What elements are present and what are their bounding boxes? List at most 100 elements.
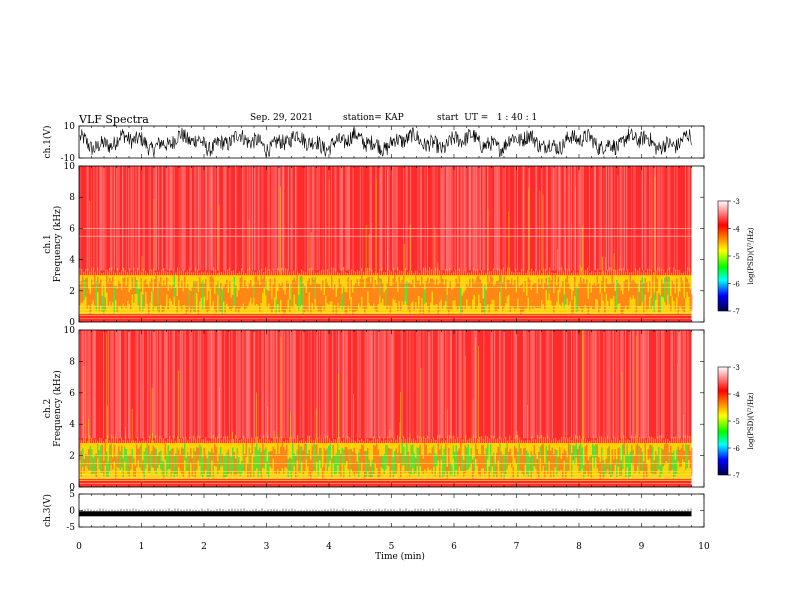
band-fringe [515, 268, 517, 276]
band-texture [535, 453, 537, 469]
band-texture [103, 285, 105, 315]
band-texture [431, 278, 433, 292]
spectrogram-streak [417, 330, 419, 439]
band-fringe [669, 440, 671, 443]
spectrogram-streak [490, 330, 492, 439]
band-texture [365, 278, 367, 310]
band-texture [403, 447, 405, 466]
spectrogram-streak [595, 330, 596, 439]
band-fringe [499, 268, 501, 276]
band-texture [79, 284, 81, 306]
band-fringe [189, 268, 191, 276]
band-fringe [97, 267, 99, 276]
spectrogram-streak [291, 330, 293, 439]
band-fringe [139, 271, 141, 276]
band-fringe [131, 272, 133, 276]
band-fringe [449, 268, 451, 276]
spectrogram-streak [563, 166, 565, 271]
spectrogram-streak [644, 166, 646, 271]
spectrogram-streak [595, 166, 596, 271]
band-texture [412, 279, 414, 302]
spectrogram-streak [605, 330, 607, 439]
band-texture [113, 444, 115, 462]
band-texture [500, 451, 502, 479]
band-texture [628, 290, 630, 309]
spectrogram-streak [211, 166, 212, 271]
band-texture [497, 280, 499, 310]
band-fringe [355, 441, 357, 444]
spectrogram-streak [393, 330, 395, 439]
spectrogram-streak [116, 166, 118, 271]
band-texture [283, 289, 285, 314]
band-texture [245, 443, 247, 458]
band-texture [401, 279, 403, 302]
spectrogram-streak [395, 166, 397, 271]
band-texture [247, 288, 249, 307]
spectrogram-streak [436, 166, 438, 271]
band-texture [148, 287, 150, 314]
band-texture [647, 448, 649, 460]
spectrogram-streak [443, 166, 445, 271]
spectrogram-streak [327, 330, 329, 439]
spectrogram-streak [284, 330, 286, 439]
band-fringe [197, 435, 199, 444]
band-fringe [99, 269, 101, 276]
spectrogram-streak [643, 330, 644, 439]
y-tick-label: 0 [69, 318, 75, 328]
band-fringe [611, 439, 613, 444]
band-texture [139, 446, 141, 468]
band-fringe [479, 436, 481, 443]
band-fringe [217, 436, 219, 443]
band-texture [494, 284, 496, 312]
band-texture [592, 285, 594, 310]
band-texture [595, 444, 597, 458]
band-fringe [205, 437, 207, 444]
band-fringe [637, 270, 639, 276]
band-fringe [549, 267, 551, 276]
band-fringe [253, 271, 255, 276]
band-texture [179, 287, 181, 308]
band-texture [562, 280, 564, 303]
band-fringe [157, 438, 159, 443]
spectrogram-spike [472, 399, 474, 444]
spectrogram-streak [483, 330, 485, 439]
band-fringe [623, 435, 625, 444]
band-texture [662, 283, 664, 298]
band-fringe [399, 436, 401, 444]
spectrogram-streak [213, 330, 215, 439]
band-texture [175, 453, 177, 475]
spectrogram-streak [359, 330, 361, 439]
band-texture [572, 445, 574, 461]
band-texture [637, 444, 639, 466]
band-texture [349, 449, 351, 477]
band-fringe [247, 269, 249, 276]
band-fringe [599, 436, 601, 443]
band-texture [526, 450, 528, 475]
band-texture [512, 285, 514, 308]
spectrogram-streak [571, 166, 572, 271]
band-fringe [459, 268, 461, 276]
spectrogram-streak [349, 166, 350, 271]
band-texture [100, 445, 102, 473]
band-fringe [329, 438, 331, 443]
band-fringe [429, 267, 431, 276]
spectrogram-streak [141, 330, 143, 439]
band-texture [649, 280, 651, 297]
band-texture [376, 284, 378, 312]
band-texture [559, 446, 561, 472]
band-texture [173, 275, 175, 298]
band-texture [640, 280, 642, 307]
band-texture [646, 282, 648, 311]
band-fringe [423, 267, 425, 276]
y-tick-label: -5 [66, 523, 75, 533]
band-texture [169, 284, 171, 299]
spectrogram-streak [691, 330, 692, 439]
band-texture [427, 454, 429, 468]
spectrogram-streak [476, 166, 478, 271]
band-fringe [105, 269, 107, 276]
band-texture [415, 275, 417, 303]
band-fringe [649, 436, 651, 443]
band-texture [271, 451, 273, 469]
band-fringe [125, 436, 127, 444]
